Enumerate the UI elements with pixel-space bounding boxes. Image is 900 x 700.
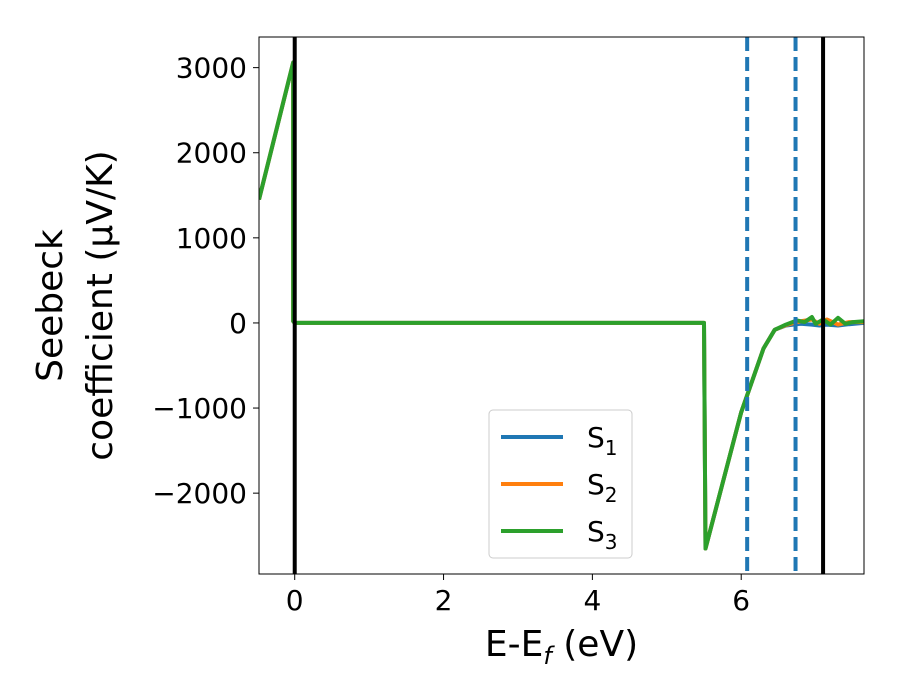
y-axis-label-line2: coefficient (μV/K) — [80, 150, 121, 460]
legend-label-s1: S1 — [587, 421, 618, 460]
x-tick-label: 6 — [732, 584, 750, 617]
x-axis-label-unit: (eV) — [552, 624, 638, 665]
x-tick-label: 0 — [286, 584, 304, 617]
x-tick-label: 2 — [435, 584, 453, 617]
legend-label-s2: S2 — [587, 468, 618, 507]
y-tick-label: −2000 — [152, 477, 247, 510]
vline-layer — [292, 37, 826, 574]
x-axis-label-main: E-E — [485, 624, 543, 665]
y-axis-label-line1: Seebeck — [30, 229, 71, 382]
legend: S1 S2 S3 — [488, 409, 633, 559]
plot-frame — [258, 36, 865, 575]
y-tick-label: 3000 — [176, 52, 247, 85]
legend-label-s3: S3 — [587, 515, 618, 554]
series-line-s3 — [259, 60, 864, 551]
tick-layer: 0 2 4 6 3000 2000 1000 0 −1000 −2000 — [152, 52, 750, 617]
x-axis-label: E-Ef (eV) — [485, 624, 638, 670]
y-tick-label: 1000 — [176, 222, 247, 255]
y-tick-label: −1000 — [152, 392, 247, 425]
y-tick-label: 2000 — [176, 137, 247, 170]
legend-items: S1 S2 S3 — [501, 421, 618, 554]
x-tick-label: 4 — [583, 584, 601, 617]
y-tick-label: 0 — [229, 307, 247, 340]
